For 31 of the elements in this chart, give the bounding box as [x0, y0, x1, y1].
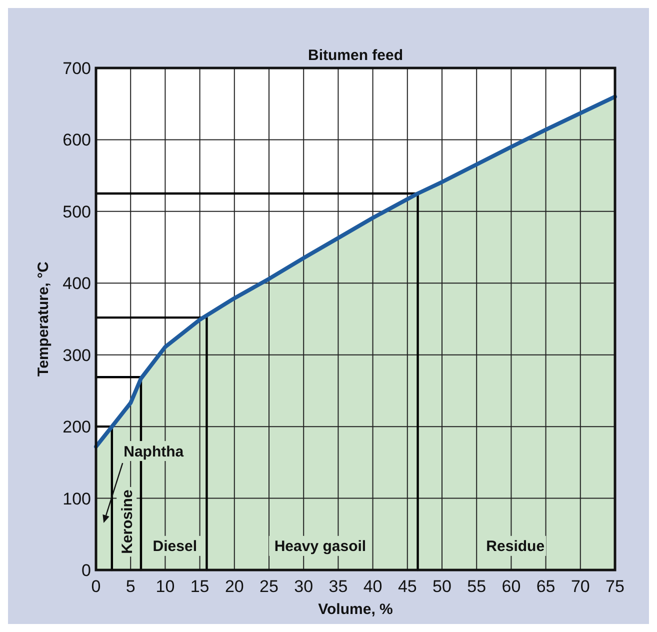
annotation: Kerosine	[118, 490, 136, 554]
x-tick-label: 30	[294, 577, 314, 596]
y-tick-label: 300	[62, 346, 91, 365]
x-tick-label: 50	[432, 577, 452, 596]
y-tick-label: 200	[62, 418, 91, 437]
x-tick-label: 35	[328, 577, 348, 596]
x-tick-label: 60	[502, 577, 521, 596]
y-axis-title: Temperature, °C	[35, 261, 52, 376]
y-tick-label: 400	[62, 274, 91, 294]
x-tick-label: 65	[536, 577, 556, 596]
x-tick-label: 20	[224, 577, 244, 596]
x-tick-label: 70	[570, 577, 590, 596]
x-tick-label: 45	[398, 577, 417, 596]
x-tick-label: 15	[190, 577, 210, 596]
x-tick-label: 55	[467, 577, 486, 596]
annotation: Residue	[486, 538, 545, 556]
y-tick-label: 500	[62, 202, 91, 222]
annotation: Heavy gasoil	[274, 538, 366, 556]
annotation: Diesel	[152, 538, 197, 556]
x-tick-label: 75	[606, 577, 624, 596]
x-axis-title: Volume, %	[318, 601, 393, 618]
y-tick-label: 700	[62, 59, 91, 78]
x-tick-label: 25	[260, 577, 278, 596]
y-tick-label: 0	[82, 561, 91, 580]
y-tick-label: 100	[62, 489, 91, 508]
y-tick-label: 600	[62, 130, 91, 150]
annotation: Naphtha	[124, 443, 184, 460]
x-tick-label: 10	[156, 577, 175, 596]
x-tick-label: 40	[363, 577, 382, 596]
x-tick-label: 5	[126, 577, 136, 596]
chart-title: Bitumen feed	[308, 47, 404, 64]
